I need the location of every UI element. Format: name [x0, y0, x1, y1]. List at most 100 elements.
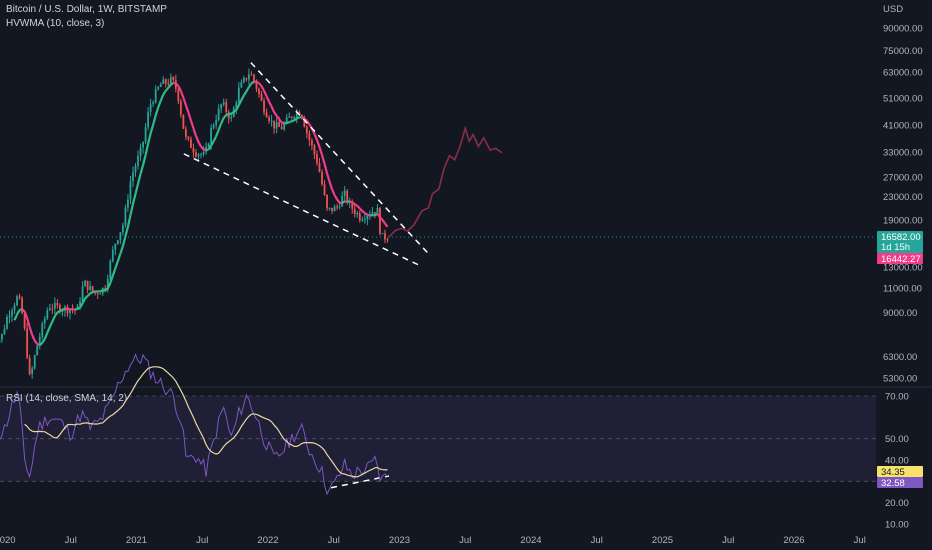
candle-body [379, 208, 381, 234]
hvwma-segment [288, 120, 293, 124]
hvwma-segment [320, 154, 326, 164]
price-tick-label: 90000.00 [883, 24, 923, 35]
candle-body [215, 120, 218, 125]
candle-body [253, 74, 255, 81]
candle-body [79, 301, 81, 306]
rsi-panel [0, 386, 932, 482]
hvwma-segment [182, 97, 187, 106]
hvwma-segment [258, 82, 263, 87]
price-tick-label: 41000.00 [883, 121, 923, 132]
rsi-tick-label: 50.00 [885, 434, 909, 445]
hvwma-segment [245, 86, 250, 92]
candle-body [96, 293, 99, 295]
hvwma-segment [315, 139, 321, 148]
rsi-legend[interactable]: RSI (14, close, SMA, 14, 2) [6, 393, 128, 404]
hvwma-segment [189, 120, 195, 129]
candle-body [258, 88, 260, 94]
time-axis[interactable]: 2020 Jul 2021 Jul 2022 Jul 2023 Jul 2024 Jul 2025 J… [0, 535, 866, 546]
rsi-tick-label: 40.00 [885, 456, 909, 467]
rsi-tick-label: 70.00 [885, 392, 909, 403]
hvwma-badge-text: 16442.27 [881, 254, 921, 265]
hvwma-segment [13, 313, 19, 321]
candle-body [8, 315, 11, 318]
hvwma-segment [74, 307, 78, 311]
candle-body [250, 74, 253, 76]
candle-body [260, 93, 263, 101]
candle-body [197, 154, 200, 157]
hvwma-badge-bg [877, 253, 923, 265]
hvwma-segment [81, 297, 87, 304]
hvwma-segment [33, 339, 39, 345]
candle-body [202, 151, 205, 155]
candle-body [323, 184, 326, 195]
hvwma-segment [106, 282, 112, 289]
rsi-tick-label: 20.00 [885, 498, 909, 509]
candle-body [137, 155, 139, 166]
candle-body [278, 122, 281, 127]
hvwma-segment [28, 326, 34, 336]
hvwma-segment [175, 82, 180, 87]
candle-body [265, 112, 268, 118]
hvwma-segment [281, 121, 285, 125]
candle-body [38, 336, 41, 346]
hvwma-segment [367, 213, 371, 217]
candle-body [114, 243, 117, 250]
indicator-legend[interactable]: HVWMA (10, close, 3) [6, 18, 105, 29]
candle-body [104, 287, 107, 290]
hvwma-segment [61, 307, 66, 311]
hvwma-segment [225, 113, 230, 117]
last-price-badge-text: 16582.00 [881, 232, 921, 243]
hvwma-segment [275, 115, 281, 120]
candle-body [41, 323, 44, 337]
hvwma-segment [313, 133, 318, 141]
hvwma-segment [240, 94, 245, 101]
symbol-title[interactable]: Bitcoin / U.S. Dollar, 1W, BITSTAMP [6, 4, 167, 15]
candle-body [381, 233, 384, 235]
candle-body [192, 148, 195, 153]
hvwma-segment [286, 121, 290, 125]
candle-body [106, 279, 109, 290]
candle-body [172, 77, 175, 81]
hvwma-segment [356, 205, 361, 210]
price-tick-label: 19000.00 [883, 216, 923, 227]
candle-body [119, 232, 122, 241]
hvwma-segment [53, 311, 59, 317]
hvwma-segment [349, 200, 353, 204]
hvwma-segment [374, 212, 378, 217]
time-tick-label: 2022 [257, 535, 278, 546]
candle-body [164, 79, 167, 84]
hvwma-segment [217, 122, 223, 131]
candle-body [263, 100, 265, 113]
hvwma-segment [111, 267, 117, 277]
hvwma-segment [293, 117, 298, 122]
price-axis[interactable]: USD 90000.00 75000.00 63000.00 51000.00 41000… [883, 4, 923, 385]
hvwma-segment [141, 154, 147, 166]
candle-body [190, 138, 192, 149]
candle-body [157, 86, 160, 90]
candle-body [338, 206, 341, 208]
hvwma-segment [116, 253, 122, 262]
candle-body [285, 117, 288, 124]
hvwma-segment [41, 338, 46, 344]
candle-body [116, 240, 119, 244]
hvwma-segment [325, 172, 331, 183]
hvwma-line [13, 80, 503, 347]
rsi-badge-text: 34.35 [881, 467, 905, 478]
candle-body [298, 112, 301, 116]
candle-body [255, 80, 258, 89]
candle-body [3, 328, 6, 335]
hvwma-segment [159, 94, 165, 102]
hvwma-segment [46, 326, 51, 334]
last-price-badge-bg [877, 231, 923, 254]
hvwma-segment [376, 213, 381, 218]
candle-body [48, 308, 51, 311]
hvwma-segment [79, 302, 84, 309]
candle-body [154, 89, 157, 103]
candle-body [16, 296, 18, 306]
candle-body [111, 249, 114, 262]
price-tick-label: 6300.00 [883, 352, 917, 363]
candle-body [13, 305, 16, 311]
candle-body [353, 208, 356, 214]
